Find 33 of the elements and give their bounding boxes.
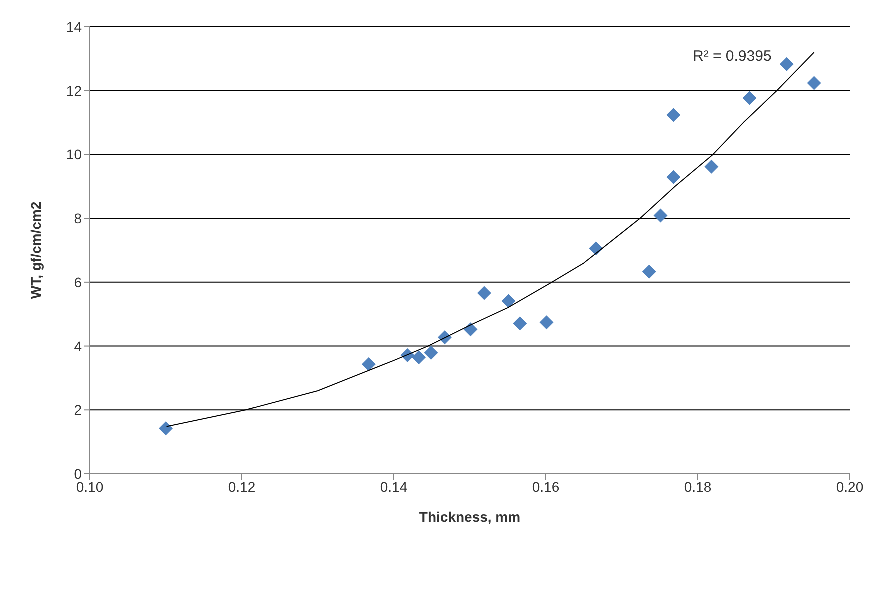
x-tick-label: 0.20 (836, 478, 864, 495)
point (424, 346, 438, 360)
y-tick-label: 10 (66, 146, 82, 163)
y-tick-label: 12 (66, 82, 82, 99)
point (540, 316, 554, 330)
x-axis-title: Thickness, mm (419, 509, 521, 525)
x-tick-label: 0.18 (684, 478, 712, 495)
point (464, 322, 478, 337)
point (362, 357, 376, 372)
point (642, 264, 656, 279)
y-axis-title: WT, gf/cm/cm2 (28, 202, 44, 300)
point (666, 170, 681, 184)
x-tick-label: 0.16 (532, 478, 560, 495)
x-tick-label: 0.14 (380, 478, 408, 495)
annotation: R² = 0.9395 (693, 48, 772, 65)
point (412, 350, 426, 364)
point (502, 294, 516, 308)
point (704, 160, 719, 174)
point (477, 286, 492, 300)
point (807, 76, 822, 90)
y-tick-label: 14 (66, 18, 82, 35)
y-tick-label: 4 (74, 338, 82, 354)
point (513, 316, 528, 331)
y-tick-label: 6 (74, 274, 82, 290)
x-tick-label: 0.12 (228, 478, 256, 495)
point (589, 242, 604, 256)
y-tick-label: 8 (74, 210, 82, 227)
point (780, 57, 794, 72)
point (654, 208, 668, 223)
y-tick-label: 2 (74, 402, 82, 418)
point (159, 422, 173, 436)
point (742, 91, 757, 106)
point (666, 108, 681, 122)
